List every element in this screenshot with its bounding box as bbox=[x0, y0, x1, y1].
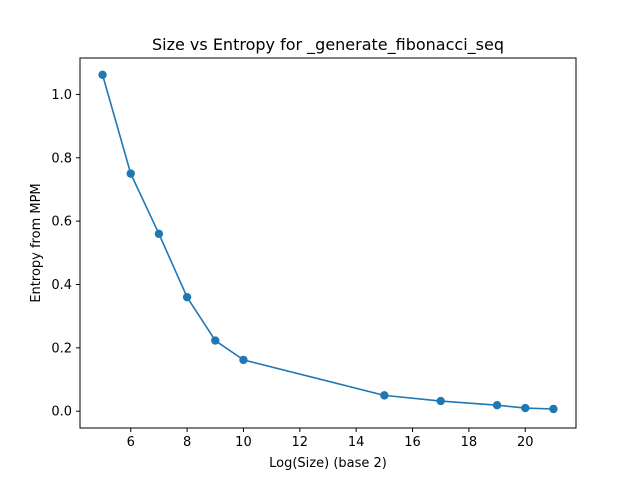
data-point bbox=[154, 229, 164, 239]
data-point bbox=[98, 70, 107, 79]
data-point bbox=[182, 292, 192, 302]
x-tick-label: 6 bbox=[127, 435, 135, 450]
y-tick-label: 0.6 bbox=[51, 215, 72, 230]
x-tick-label: 12 bbox=[292, 435, 309, 450]
data-point bbox=[492, 400, 502, 410]
y-tick-label: 0.4 bbox=[51, 278, 72, 293]
y-axis-label: Entropy from MPM bbox=[29, 183, 44, 302]
x-tick-label: 8 bbox=[183, 435, 191, 450]
data-point bbox=[380, 391, 389, 400]
data-point bbox=[436, 396, 445, 406]
plot-area bbox=[98, 70, 558, 414]
data-point bbox=[211, 336, 220, 345]
axes-frame bbox=[79, 57, 577, 429]
data-point bbox=[239, 355, 248, 365]
x-axis-label: Log(Size) (base 2) bbox=[269, 456, 387, 471]
x-tick-label: 10 bbox=[235, 435, 252, 450]
y-tick-label: 0.2 bbox=[51, 341, 72, 356]
x-axis-ticks: 6 8 10 12 14 16 18 20 bbox=[127, 428, 534, 450]
y-tick-label: 0.0 bbox=[51, 405, 72, 420]
y-tick-label: 0.8 bbox=[51, 151, 72, 166]
data-point bbox=[126, 169, 135, 178]
data-point bbox=[521, 403, 530, 413]
x-tick-label: 14 bbox=[348, 435, 365, 450]
data-point bbox=[549, 404, 558, 414]
y-axis-ticks: 0.0 0.2 0.4 0.6 0.8 1.0 bbox=[51, 88, 80, 420]
x-tick-label: 18 bbox=[461, 435, 478, 450]
chart-title: Size vs Entropy for _generate_fibonacci_… bbox=[152, 35, 504, 55]
x-tick-label: 16 bbox=[404, 435, 421, 450]
x-tick-label: 20 bbox=[517, 435, 534, 450]
y-tick-label: 1.0 bbox=[51, 88, 72, 103]
